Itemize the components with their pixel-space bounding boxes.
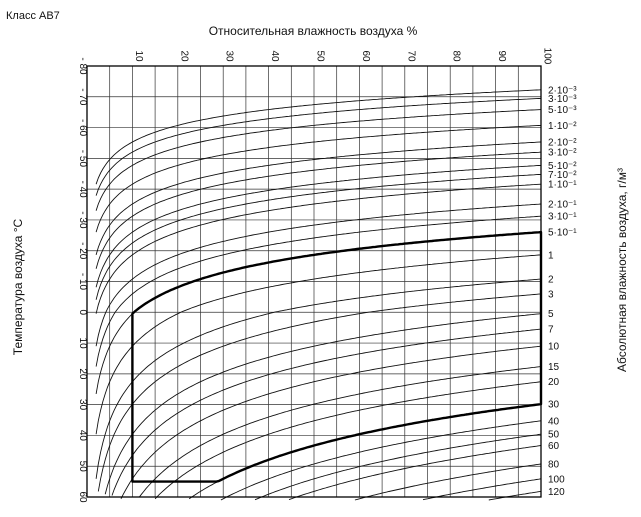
left-axis-tick-label: 0 (77, 310, 88, 316)
right-axis-tick-label: 1·10⁻² (548, 121, 577, 132)
isoline-curve (254, 433, 542, 501)
top-axis-label: Относительная влажность воздуха % (209, 24, 418, 38)
right-axis-tick-label: 15 (548, 362, 560, 373)
left-axis-tick-label: 60 (77, 491, 88, 503)
right-axis-tick-label: 5 (548, 309, 554, 320)
right-axis-tick-label: 120 (548, 487, 565, 498)
isoline-curve (95, 215, 542, 367)
left-axis-label: Температура воздуха °С (11, 218, 25, 355)
isoline-curve (95, 164, 542, 288)
isoline-curve (111, 328, 542, 496)
class-label: Класс АВ7 (6, 10, 60, 22)
right-axis-tick-label: 3·10⁻¹ (548, 212, 577, 223)
grid (87, 66, 541, 497)
right-axis-label: Абсолютная влажность воздуха, г/м³ (615, 168, 629, 372)
top-axis-tick-label: 40 (269, 50, 280, 62)
left-axis-tick-label: - 60 (77, 119, 88, 137)
isoline-curve (488, 490, 542, 501)
isoline-curve (288, 445, 542, 501)
isoline-curves (95, 89, 542, 501)
right-axis-tick-label: 5·10⁻¹ (548, 228, 577, 239)
isoline-curve (95, 89, 542, 185)
top-axis-tick-label: 10 (133, 50, 144, 62)
left-axis-tick-label: - 80 (77, 57, 88, 75)
isoline-curve (95, 109, 542, 211)
isoline-curve (95, 203, 542, 347)
top-axis-tick-label: 60 (360, 50, 371, 62)
climate-envelope-boundary (131, 230, 543, 483)
plot-border (86, 65, 542, 498)
right-axis-tick-label: 40 (548, 416, 560, 427)
isoline-curve (95, 231, 542, 394)
right-axis-tick-label: 10 (548, 342, 560, 353)
right-axis-tick-label: 5·10⁻³ (548, 105, 577, 116)
top-axis-tick-label: 50 (315, 50, 326, 62)
isoline-curve (422, 478, 542, 501)
isoline-curve (95, 141, 542, 256)
right-axis-tick-label: 2 (548, 275, 554, 286)
isoline-curve (95, 278, 542, 479)
left-axis-tick-label: - 70 (77, 88, 88, 106)
right-axis-tick-label: 30 (548, 400, 560, 411)
top-axis-tick-label: 20 (178, 50, 189, 62)
left-axis-tick-label: - 50 (77, 150, 88, 168)
right-axis-tick-label: 80 (548, 460, 560, 471)
top-axis-tick-label: 70 (405, 50, 416, 62)
left-axis-ticks: - 80 - 70 - 60 - 50 - 40 - 30 - 20 - 10 0 10 20 30 4… (77, 57, 88, 503)
isoline-curve (95, 254, 542, 435)
isoline-curve (188, 403, 542, 500)
left-axis-tick-label: - 40 (77, 180, 88, 198)
right-axis-tick-label: 2·10⁻¹ (548, 200, 577, 211)
isoline-curve (220, 420, 542, 501)
isoline-curve (95, 124, 542, 233)
right-axis-tick-label: 100 (548, 474, 565, 485)
isoline-curve (95, 97, 542, 196)
right-axis-tick-label: 3·10⁻³ (548, 94, 577, 105)
isoline-curve (154, 381, 542, 500)
left-axis-tick-label: 10 (77, 338, 88, 350)
top-axis-tick-label: 90 (496, 50, 507, 62)
left-axis-tick-label: 50 (77, 461, 88, 473)
isoline-curve (95, 173, 542, 300)
plot-frame (86, 65, 542, 498)
right-axis-tick-label: 3·10⁻² (548, 148, 577, 159)
right-axis-tick-label: 7 (548, 325, 554, 336)
top-axis-tick-label: 100 (542, 48, 553, 65)
right-axis-tick-label: 60 (548, 441, 560, 452)
right-axis-ticks: 2·10⁻³3·10⁻³5·10⁻³ 1·10⁻² 2·10⁻²3·10⁻² 5·10… (548, 85, 577, 498)
top-axis-tick-label: 30 (224, 50, 235, 62)
isoline-curve (95, 151, 542, 269)
right-axis-tick-label: 5·10⁻² (548, 161, 577, 172)
right-axis-tick-label: 1 (548, 250, 554, 261)
isoline-curve (354, 463, 542, 501)
top-axis-ticks: 10 20 30 40 50 60 70 80 90 100 (133, 48, 553, 65)
left-axis-tick-label: 40 (77, 430, 88, 442)
isoline-curve (104, 313, 542, 495)
right-axis-tick-label: 1·10⁻¹ (548, 180, 577, 191)
isoline-curve (95, 183, 542, 314)
climate-envelope (131, 230, 543, 483)
right-axis-tick-label: 20 (548, 377, 560, 388)
isoline-curve (97, 293, 542, 492)
isoline-curve (138, 366, 542, 498)
left-axis-tick-label: - 20 (77, 242, 88, 260)
left-axis-tick-label: - 10 (77, 273, 88, 291)
right-axis-tick-label: 3 (548, 289, 554, 300)
top-axis-tick-label: 80 (451, 50, 462, 62)
right-axis-tick-label: 50 (548, 430, 560, 441)
right-axis-tick-label: 2·10⁻³ (548, 85, 577, 96)
right-axis-tick-label: 2·10⁻² (548, 138, 577, 149)
left-axis-tick-label: - 30 (77, 211, 88, 229)
left-axis-tick-label: 30 (77, 399, 88, 411)
right-axis-tick-label: 7·10⁻² (548, 170, 577, 181)
isoline-curve (120, 345, 542, 500)
left-axis-tick-label: 20 (77, 368, 88, 380)
